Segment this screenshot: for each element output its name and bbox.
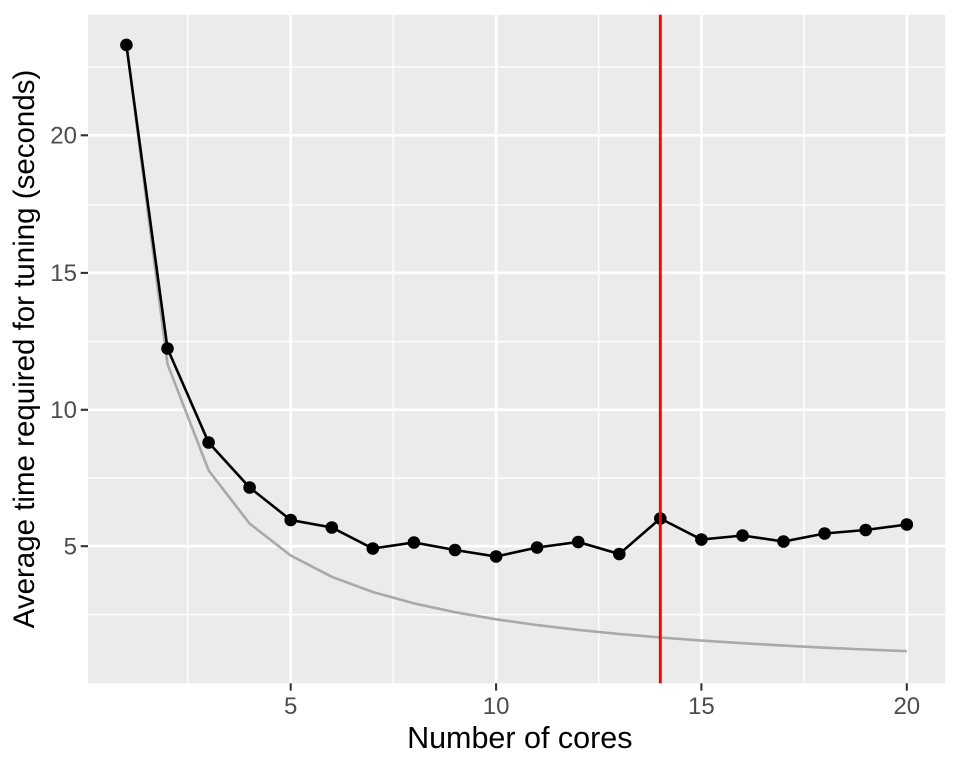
svg-text:5: 5 <box>284 693 297 720</box>
svg-text:15: 15 <box>50 260 77 287</box>
svg-text:20: 20 <box>50 123 77 150</box>
svg-text:20: 20 <box>893 693 920 720</box>
svg-text:10: 10 <box>483 693 510 720</box>
svg-text:10: 10 <box>50 397 77 424</box>
svg-text:15: 15 <box>688 693 715 720</box>
svg-text:Number of cores: Number of cores <box>407 721 632 755</box>
svg-text:5: 5 <box>64 534 77 561</box>
svg-text:Average time required for tuni: Average time required for tuning (second… <box>8 70 41 629</box>
